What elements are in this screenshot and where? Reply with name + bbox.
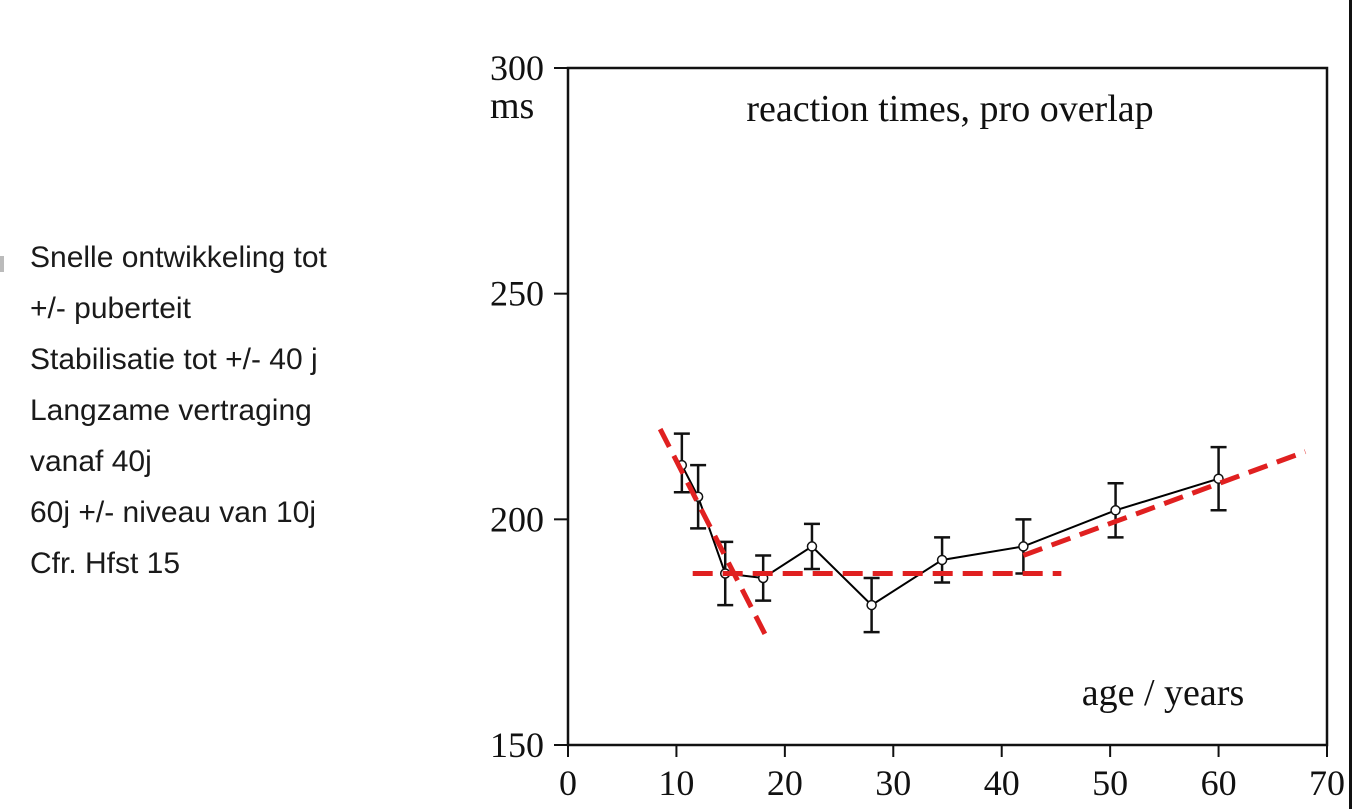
x-axis-label: age / years	[1082, 672, 1244, 714]
data-series	[676, 459, 1224, 611]
x-tick-label: 50	[1092, 763, 1128, 803]
note-line: 60j +/- niveau van 10j	[30, 496, 317, 529]
notes-list: Snelle ontwikkeling tot +/- puberteit St…	[30, 232, 327, 589]
data-point	[866, 599, 877, 611]
y-tick-label: 250	[490, 274, 544, 314]
chart-title: reaction times, pro overlap	[746, 88, 1153, 130]
plot-frame	[566, 66, 1329, 747]
x-tick-label: 0	[559, 763, 577, 803]
data-point	[806, 541, 818, 552]
error-bars	[673, 432, 1227, 634]
y-tick-label: 200	[490, 499, 544, 539]
trend-line	[1022, 449, 1307, 558]
y-tick-label: 150	[490, 725, 544, 765]
x-tick-label: 20	[767, 763, 803, 803]
slide-bullet-mark	[0, 256, 4, 272]
note-line: Snelle ontwikkeling tot	[30, 241, 327, 274]
note-line: Langzame vertraging	[30, 394, 312, 427]
note-line: vanaf 40j	[30, 445, 152, 478]
x-tick-label: 70	[1309, 763, 1345, 803]
series-line	[680, 464, 1219, 607]
note-line: +/- puberteit	[30, 292, 191, 325]
x-tick-label: 30	[875, 763, 911, 803]
data-point	[1110, 505, 1121, 516]
y-axis-ticks: 150 200 250 300	[490, 48, 568, 765]
trend-line	[657, 427, 771, 643]
note-line: Stabilisatie tot +/- 40 j	[30, 343, 318, 376]
x-tick-label: 40	[984, 763, 1020, 803]
y-axis-label: ms	[490, 85, 534, 127]
data-point	[1018, 541, 1029, 552]
data-point	[936, 554, 948, 566]
x-axis-ticks: 0 10 20 30 40 50 60 70	[559, 745, 1345, 803]
slide-edge-rule	[1349, 0, 1352, 809]
x-tick-label: 60	[1201, 763, 1237, 803]
x-tick-label: 10	[658, 763, 694, 803]
note-line: Cfr. Hfst 15	[30, 547, 181, 580]
y-tick-label: 300	[490, 48, 544, 88]
trend-lines	[657, 427, 1307, 643]
